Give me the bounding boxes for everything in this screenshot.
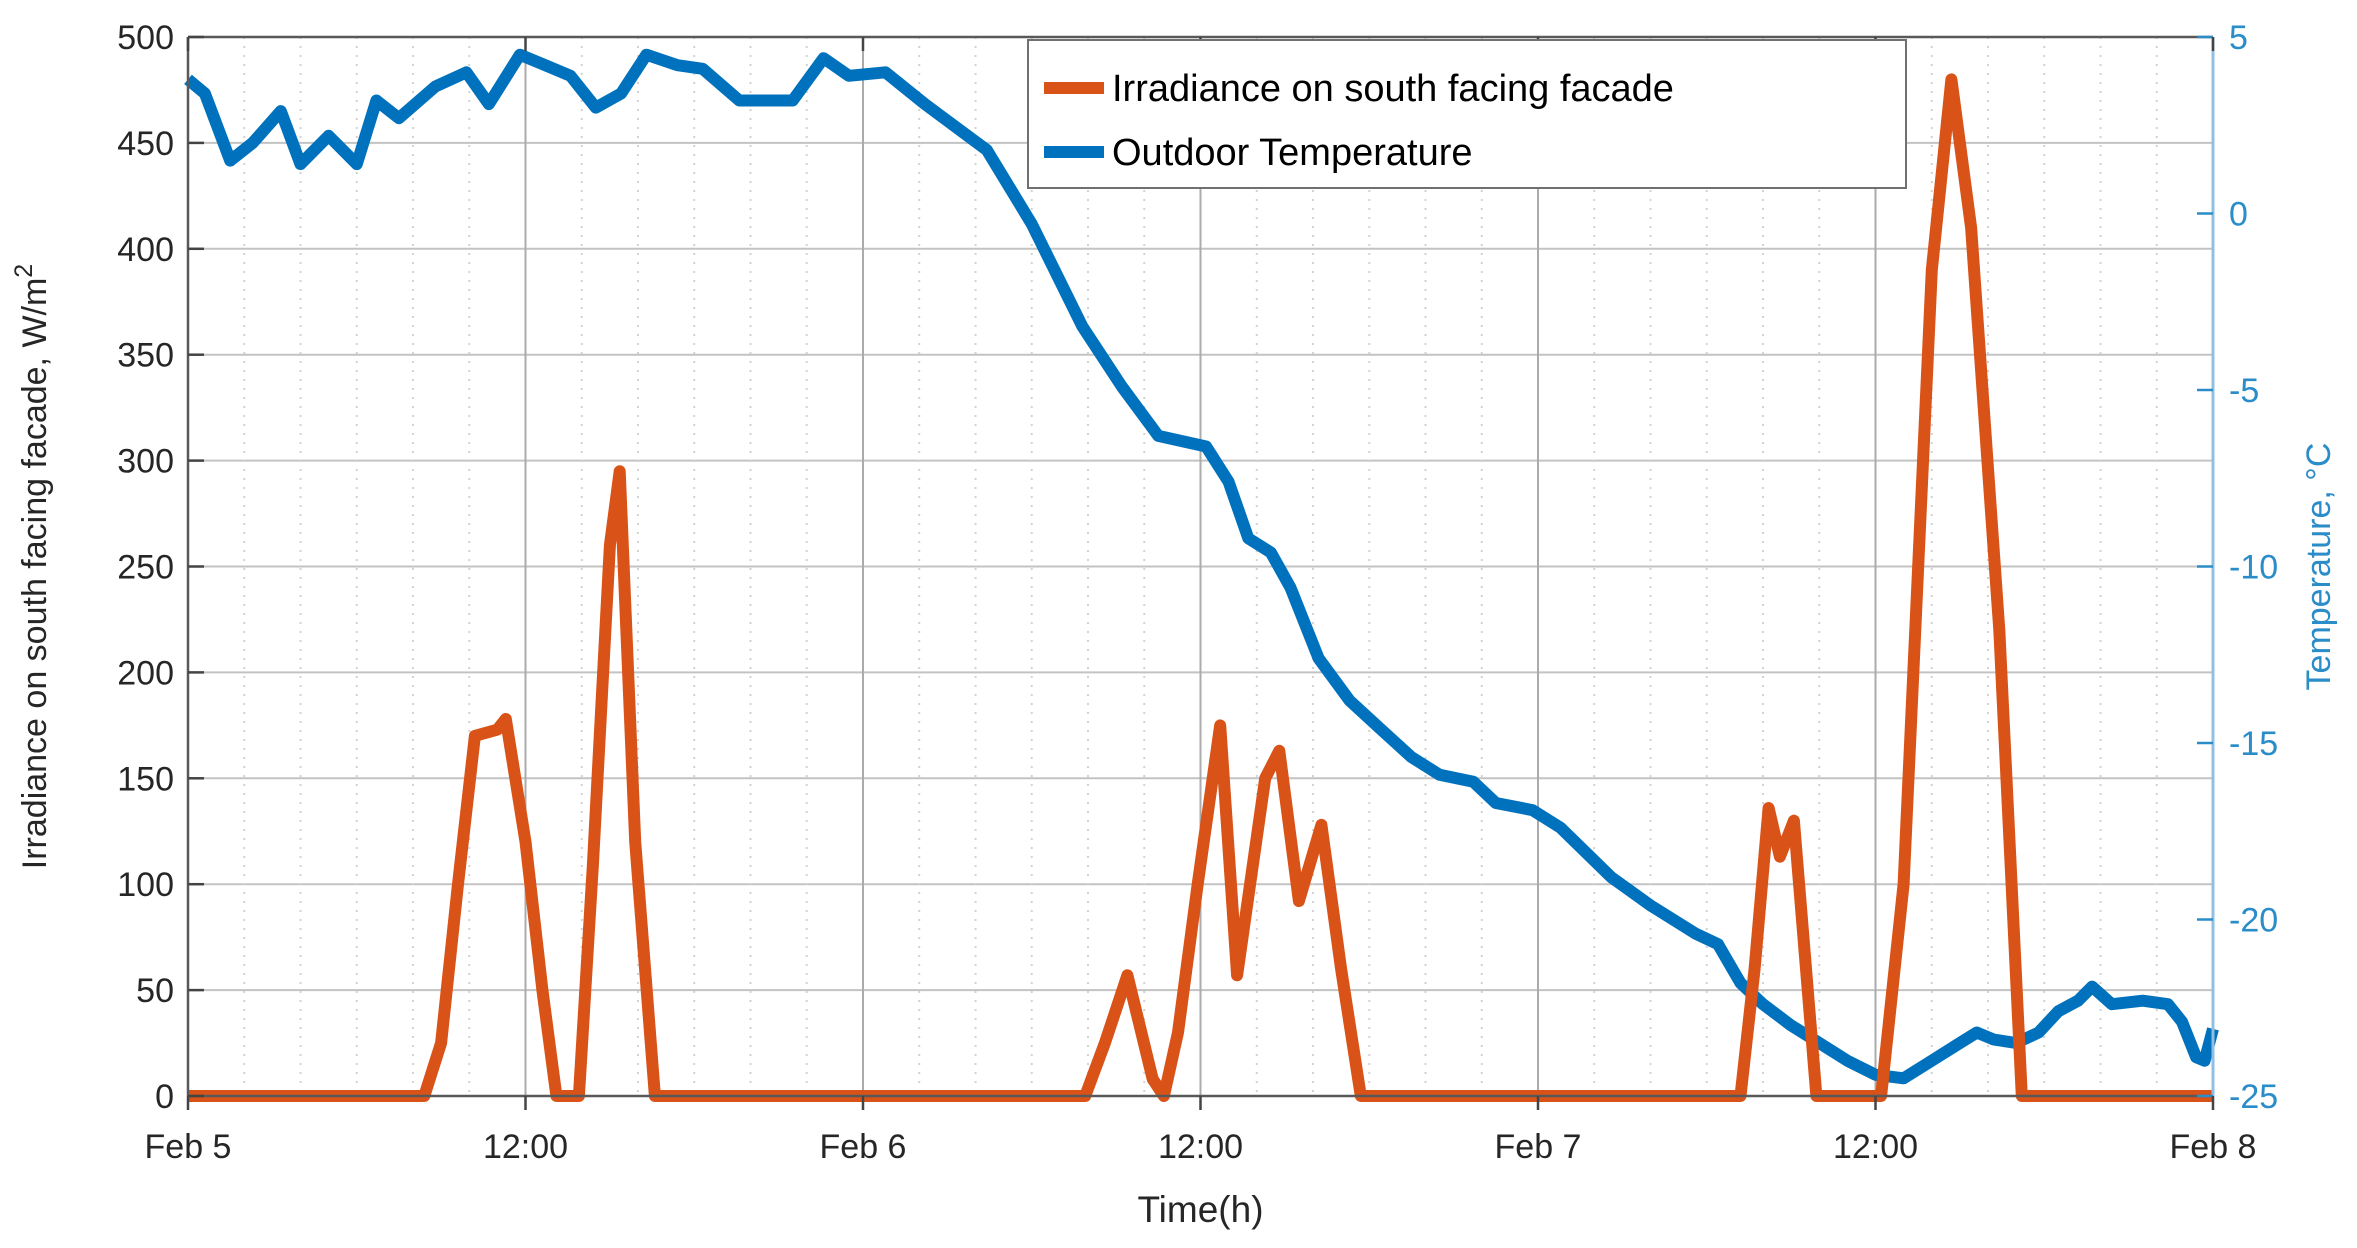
- legend-box: [1027, 39, 1907, 189]
- x-tick-label: Feb 5: [145, 1128, 232, 1166]
- y-right-tick-label: -5: [2229, 372, 2259, 410]
- y-left-tick-label: 0: [155, 1078, 174, 1116]
- y-left-tick-label: 450: [117, 125, 174, 163]
- y-right-tick-label: -25: [2229, 1078, 2278, 1116]
- legend-label: Irradiance on south facing facade: [1112, 68, 1674, 110]
- y-right-tick-label: -10: [2229, 549, 2278, 587]
- x-tick-label: Feb 8: [2170, 1128, 2257, 1166]
- y-left-tick-label: 300: [117, 443, 174, 481]
- y-right-axis-title: Temperature, °C: [2300, 443, 2338, 691]
- y-right-tick-label: -15: [2229, 725, 2278, 763]
- y-left-tick-label: 350: [117, 337, 174, 375]
- y-left-tick-label: 500: [117, 19, 174, 57]
- legend-label: Outdoor Temperature: [1112, 132, 1473, 174]
- y-right-tick-label: -20: [2229, 902, 2278, 940]
- x-tick-label: 12:00: [1158, 1128, 1243, 1166]
- x-tick-label: 12:00: [1833, 1128, 1918, 1166]
- y-left-tick-label: 100: [117, 866, 174, 904]
- x-tick-label: Feb 6: [820, 1128, 907, 1166]
- y-left-tick-label: 400: [117, 231, 174, 269]
- y-left-tick-label: 200: [117, 654, 174, 692]
- y-right-tick-label: 0: [2229, 196, 2248, 234]
- y-left-axis-title: Irradiance on south facing facade, W/m2: [10, 264, 54, 869]
- x-tick-label: 12:00: [483, 1128, 568, 1166]
- x-tick-label: Feb 7: [1495, 1128, 1582, 1166]
- x-axis-title: Time(h): [1137, 1189, 1263, 1230]
- y-left-tick-label: 50: [136, 972, 174, 1010]
- series-line-temperature: [184, 48, 2219, 1085]
- y-left-tick-label: 150: [117, 760, 174, 798]
- y-right-tick-label: 5: [2229, 19, 2248, 57]
- y-left-tick-label: 250: [117, 549, 174, 587]
